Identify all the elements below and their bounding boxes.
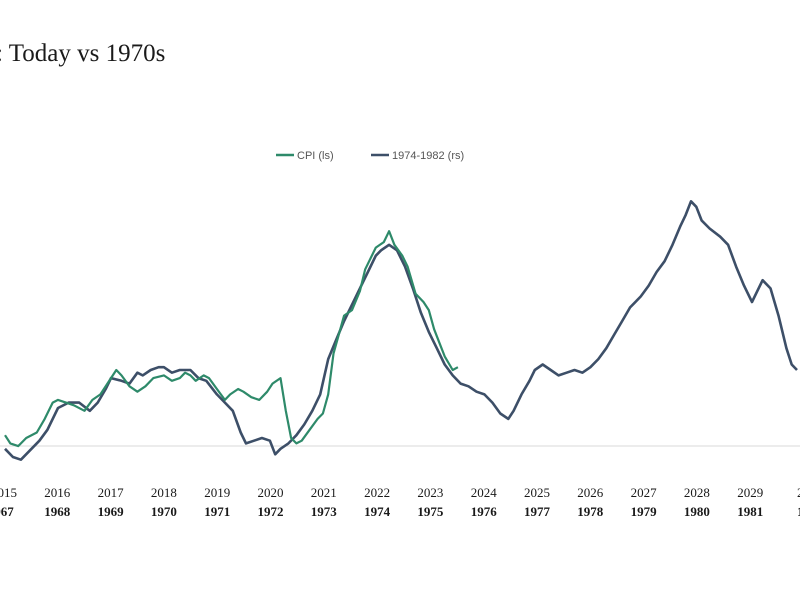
series-line-1974-1982 <box>4 200 798 461</box>
x-tick-top-1: 2016 <box>44 485 71 500</box>
x-tick-top-11: 2026 <box>577 485 604 500</box>
legend-label-cpi: CPI (ls) <box>297 150 334 162</box>
x-tick-bottom-1: 1968 <box>44 504 71 519</box>
x-tick-top-4: 2019 <box>204 485 230 500</box>
x-tick-bottom-5: 1972 <box>258 504 284 519</box>
x-tick-bottom-12: 1979 <box>631 504 658 519</box>
x-tick-top-0: 2015 <box>0 485 17 500</box>
x-tick-top-12: 2027 <box>631 485 658 500</box>
x-axis-ticks: 2015201620172018201920202021202220232024… <box>0 485 800 519</box>
chart-title: : Today vs 1970s <box>0 40 166 67</box>
x-tick-bottom-2: 1969 <box>98 504 125 519</box>
x-tick-top-3: 2018 <box>151 485 177 500</box>
legend: CPI (ls) 1974-1982 (rs) <box>276 150 464 162</box>
series-line-cpi <box>4 230 459 448</box>
x-tick-top-9: 2024 <box>471 485 498 500</box>
x-tick-bottom-3: 1970 <box>151 504 177 519</box>
x-tick-top-7: 2022 <box>364 485 390 500</box>
x-tick-bottom-11: 1978 <box>577 504 604 519</box>
x-tick-top-14: 2029 <box>737 485 763 500</box>
x-tick-bottom-15: 19 <box>797 504 800 519</box>
x-tick-bottom-14: 1981 <box>737 504 763 519</box>
x-tick-bottom-8: 1975 <box>417 504 444 519</box>
x-tick-top-8: 2023 <box>417 485 443 500</box>
x-tick-top-15: 20 <box>797 485 800 500</box>
x-tick-bottom-7: 1974 <box>364 504 391 519</box>
x-tick-top-5: 2020 <box>258 485 284 500</box>
x-tick-bottom-4: 1971 <box>204 504 230 519</box>
x-tick-bottom-9: 1976 <box>471 504 498 519</box>
x-tick-top-10: 2025 <box>524 485 550 500</box>
series-lines <box>4 200 798 461</box>
x-tick-top-2: 2017 <box>98 485 125 500</box>
x-tick-bottom-10: 1977 <box>524 504 551 519</box>
x-tick-top-13: 2028 <box>684 485 710 500</box>
legend-label-1974-1982: 1974-1982 (rs) <box>392 150 464 162</box>
x-tick-bottom-0: 967 <box>0 504 14 519</box>
x-tick-top-6: 2021 <box>311 485 337 500</box>
x-tick-bottom-6: 1973 <box>311 504 338 519</box>
x-tick-bottom-13: 1980 <box>684 504 710 519</box>
